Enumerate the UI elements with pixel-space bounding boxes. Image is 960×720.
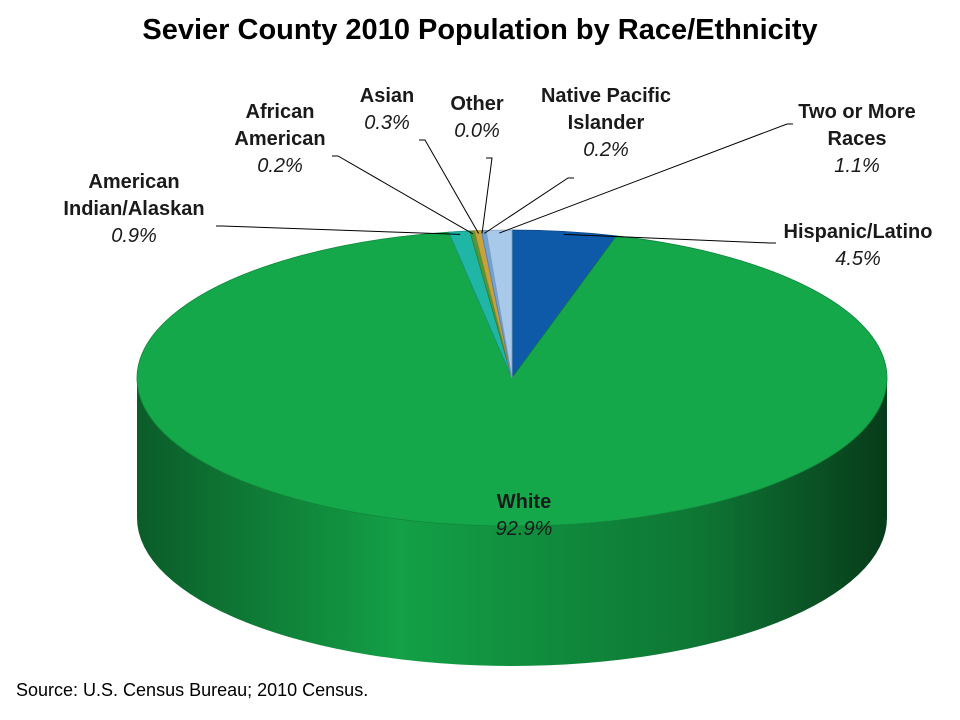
leader-line-afram [332, 155, 474, 235]
leader-line-hispanic [563, 233, 776, 244]
leader-line-asian [419, 139, 480, 234]
label-twomore-name-1: Races [828, 128, 887, 150]
pie-slice-white [136, 231, 888, 527]
source-note: Source: U.S. Census Bureau; 2010 Census. [16, 680, 369, 700]
pie-top-faces [136, 229, 888, 527]
label-asian-value: 0.3% [364, 112, 410, 134]
label-amind-name-1: Indian/Alaskan [63, 198, 204, 220]
pie-labels: Hispanic/Latino 4.5% White 92.9% American Ind… [63, 85, 932, 540]
label-other-value: 0.0% [454, 120, 500, 142]
label-afram-value: 0.2% [257, 155, 303, 177]
label-napi-value: 0.2% [583, 139, 629, 161]
label-amind-name-0: American [88, 171, 179, 193]
label-twomore-value: 1.1% [834, 155, 880, 177]
pie-side-walls [137, 378, 887, 666]
leader-line-other [481, 157, 493, 234]
label-hispanic-value: 4.5% [835, 248, 881, 270]
leader-line-napi [484, 177, 574, 234]
chart-title: Sevier County 2010 Population by Race/Et… [142, 14, 818, 46]
label-napi-name-1: Islander [568, 112, 645, 134]
leader-line-amind [216, 225, 461, 235]
label-afram-name-0: African [246, 101, 315, 123]
label-white-value: 92.9% [496, 518, 553, 540]
label-white-name-0: White [497, 491, 551, 513]
leader-line-twomore [499, 123, 793, 234]
label-napi-name-0: Native Pacific [541, 85, 671, 107]
pie-side-white [137, 378, 887, 666]
label-hispanic-name-0: Hispanic/Latino [784, 221, 933, 243]
label-other-name-0: Other [450, 93, 504, 115]
label-afram-name-1: American [234, 128, 325, 150]
label-asian-name-0: Asian [360, 85, 414, 107]
pie-slice-twomore [485, 229, 513, 379]
label-amind-value: 0.9% [111, 225, 157, 247]
label-twomore-name-0: Two or More [798, 101, 915, 123]
